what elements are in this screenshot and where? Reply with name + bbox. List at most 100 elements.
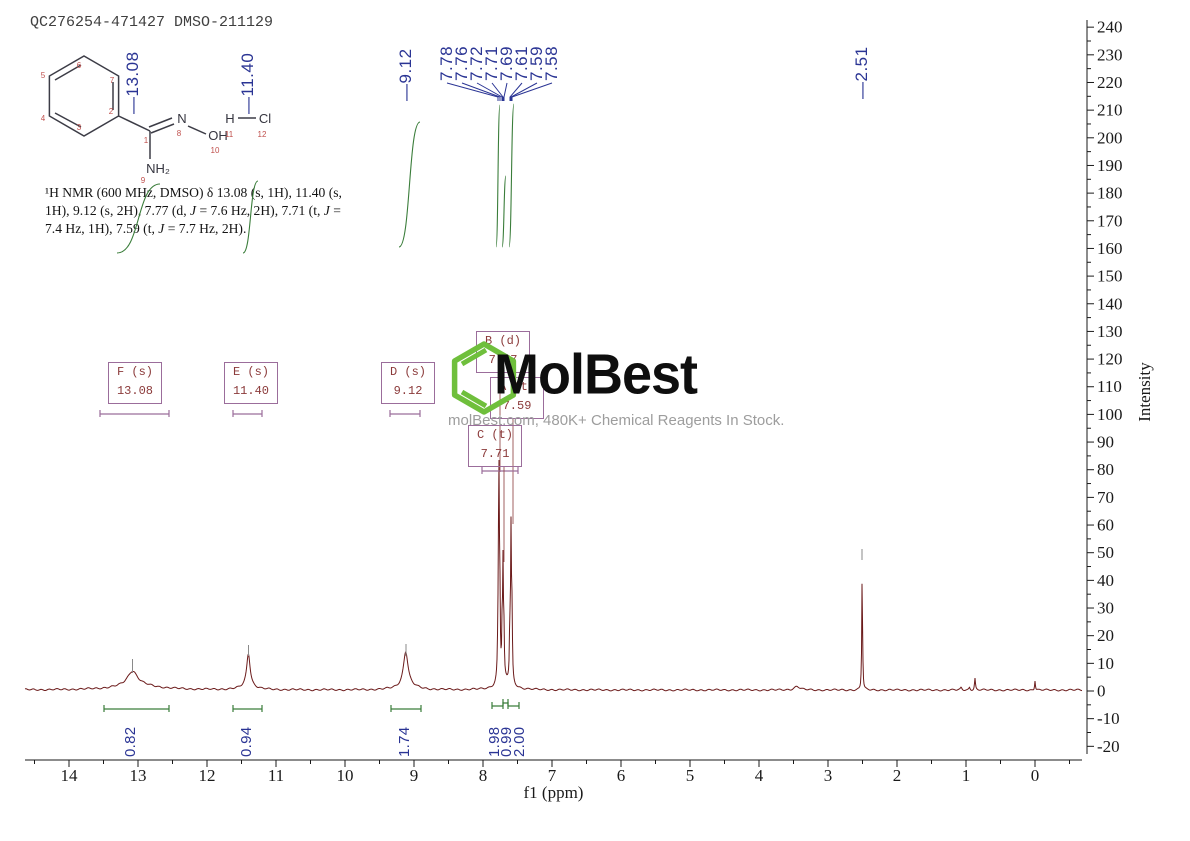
integral-value-label: 0.94 xyxy=(238,726,255,757)
y-tick-label: 0 xyxy=(1097,682,1106,701)
atom-label: 1 xyxy=(144,136,149,145)
integral-value-label: 2.00 xyxy=(511,726,528,757)
multiplet-id: E (s) xyxy=(232,365,269,379)
hexagon-logo-icon xyxy=(451,341,517,415)
x-tick-label: 12 xyxy=(199,766,216,785)
multiplet-id: B (d) xyxy=(484,334,521,348)
molecule-bonds xyxy=(48,55,256,159)
y-axis-title: Intensity xyxy=(1135,362,1154,422)
y-tick-label: 30 xyxy=(1097,599,1114,618)
atom-label: 8 xyxy=(177,129,182,138)
x-tick-label: 1 xyxy=(962,766,971,785)
y-tick-label: -10 xyxy=(1097,709,1120,728)
multiplet-shift: 7.59 xyxy=(502,399,532,414)
x-tick-label: 3 xyxy=(824,766,833,785)
atom-label: 3 xyxy=(77,123,82,132)
integral-bracket xyxy=(232,410,263,417)
atom-label: N xyxy=(177,111,186,126)
peak-label-fan-line xyxy=(476,82,503,101)
x-tick-label: 13 xyxy=(130,766,147,785)
x-tick-label: 11 xyxy=(268,766,284,785)
x-tick-label: 7 xyxy=(548,766,557,785)
x-tick-label: 4 xyxy=(755,766,764,785)
y-tick-label: 200 xyxy=(1097,128,1123,147)
atom-label: 5 xyxy=(41,71,46,80)
integral-curve xyxy=(501,175,507,248)
y-tick-label: 240 xyxy=(1097,18,1123,37)
peak-label-fan-line xyxy=(510,82,538,101)
integral-curve xyxy=(508,103,515,248)
y-tick-label: 180 xyxy=(1097,184,1123,203)
y-tick-label: 80 xyxy=(1097,460,1114,479)
watermark-tagline: molBest.com, 480K+ Chemical Reagents In … xyxy=(448,412,785,429)
integral-bracket xyxy=(491,702,504,709)
nmr-peak-list-text: ¹H NMR (600 MHz, DMSO) δ 13.08 (s, 1H), … xyxy=(45,185,342,236)
atom-label: 12 xyxy=(258,130,267,139)
atom-label: 11 xyxy=(225,130,234,139)
x-tick-label: 9 xyxy=(410,766,419,785)
atom-label: NH₂ xyxy=(146,161,170,176)
atom-label: 10 xyxy=(211,146,220,155)
multiplet-id: A (t) xyxy=(498,380,535,394)
integral-curve xyxy=(398,121,421,248)
y-tick-label: 210 xyxy=(1097,101,1123,120)
atom-label: 9 xyxy=(141,176,146,185)
sample-title: QC276254-471427 DMSO-211129 xyxy=(30,14,274,31)
atom-label: H xyxy=(225,111,234,126)
integral-bracket xyxy=(389,410,421,417)
y-tick-label: 120 xyxy=(1097,350,1123,369)
x-tick-label: 14 xyxy=(61,766,79,785)
atom-label: OH xyxy=(208,128,228,143)
peak-shift-label: 7.58 xyxy=(542,45,561,81)
y-tick-label: 40 xyxy=(1097,571,1114,590)
integral-value-label: 0.82 xyxy=(122,726,139,757)
integral-value-label: 1.74 xyxy=(396,726,413,757)
x-axis-title: f1 (ppm) xyxy=(524,783,584,802)
integral-bracket xyxy=(103,705,170,712)
multiplet-id: F (s) xyxy=(116,365,153,379)
y-tick-label: 110 xyxy=(1097,377,1122,396)
watermark-logo: MolBest xyxy=(448,336,788,432)
y-tick-label: 150 xyxy=(1097,267,1123,286)
x-tick-label: 2 xyxy=(893,766,902,785)
y-tick-label: 140 xyxy=(1097,294,1123,313)
brand-wordmark: MolBest xyxy=(494,343,698,407)
peak-label-fan-line xyxy=(461,82,501,101)
y-tick-label: 90 xyxy=(1097,433,1114,452)
y-tick-label: 20 xyxy=(1097,626,1114,645)
multiplet-box: A (t) 7.59 xyxy=(490,377,544,419)
y-tick-label: 10 xyxy=(1097,654,1114,673)
atom-label: 4 xyxy=(41,114,46,123)
peak-shift-label: —11.40 xyxy=(238,52,257,114)
y-tick-label: 50 xyxy=(1097,543,1114,562)
peak-label-fan-line xyxy=(509,82,523,101)
peak-shift-label: —2.51 xyxy=(852,46,871,99)
multiplet-box: E (s) 11.40 xyxy=(224,362,278,404)
y-tick-label: 130 xyxy=(1097,322,1123,341)
integral-curve xyxy=(495,104,501,248)
y-tick-label: -20 xyxy=(1097,737,1120,756)
y-tick-label: 220 xyxy=(1097,73,1123,92)
integral-bracket xyxy=(481,467,519,474)
integral-bracket xyxy=(99,410,170,417)
y-tick-label: 100 xyxy=(1097,405,1123,424)
y-tick-label: 60 xyxy=(1097,516,1114,535)
multiplet-box: F (s) 13.08 xyxy=(108,362,162,404)
multiplet-box: C (t) 7.71 xyxy=(468,425,522,467)
peak-shift-label: —9.12 xyxy=(396,48,415,101)
x-tick-label: 0 xyxy=(1031,766,1040,785)
peak-label-fan-line xyxy=(503,82,508,101)
multiplet-id: D (s) xyxy=(389,365,426,379)
integral-bracket xyxy=(390,705,422,712)
y-tick-label: 70 xyxy=(1097,488,1114,507)
x-tick-label: 5 xyxy=(686,766,695,785)
atom-label: 6 xyxy=(77,61,82,70)
atom-label: 2 xyxy=(109,107,114,116)
integral-bracket xyxy=(232,705,263,712)
multiplet-box: D (s) 9.12 xyxy=(381,362,435,404)
x-axis: 14 13 12 11 10 9 8 7 6 5 4 3 2 1 0f1 (ppm) xyxy=(25,759,1082,802)
y-tick-label: 230 xyxy=(1097,45,1123,64)
